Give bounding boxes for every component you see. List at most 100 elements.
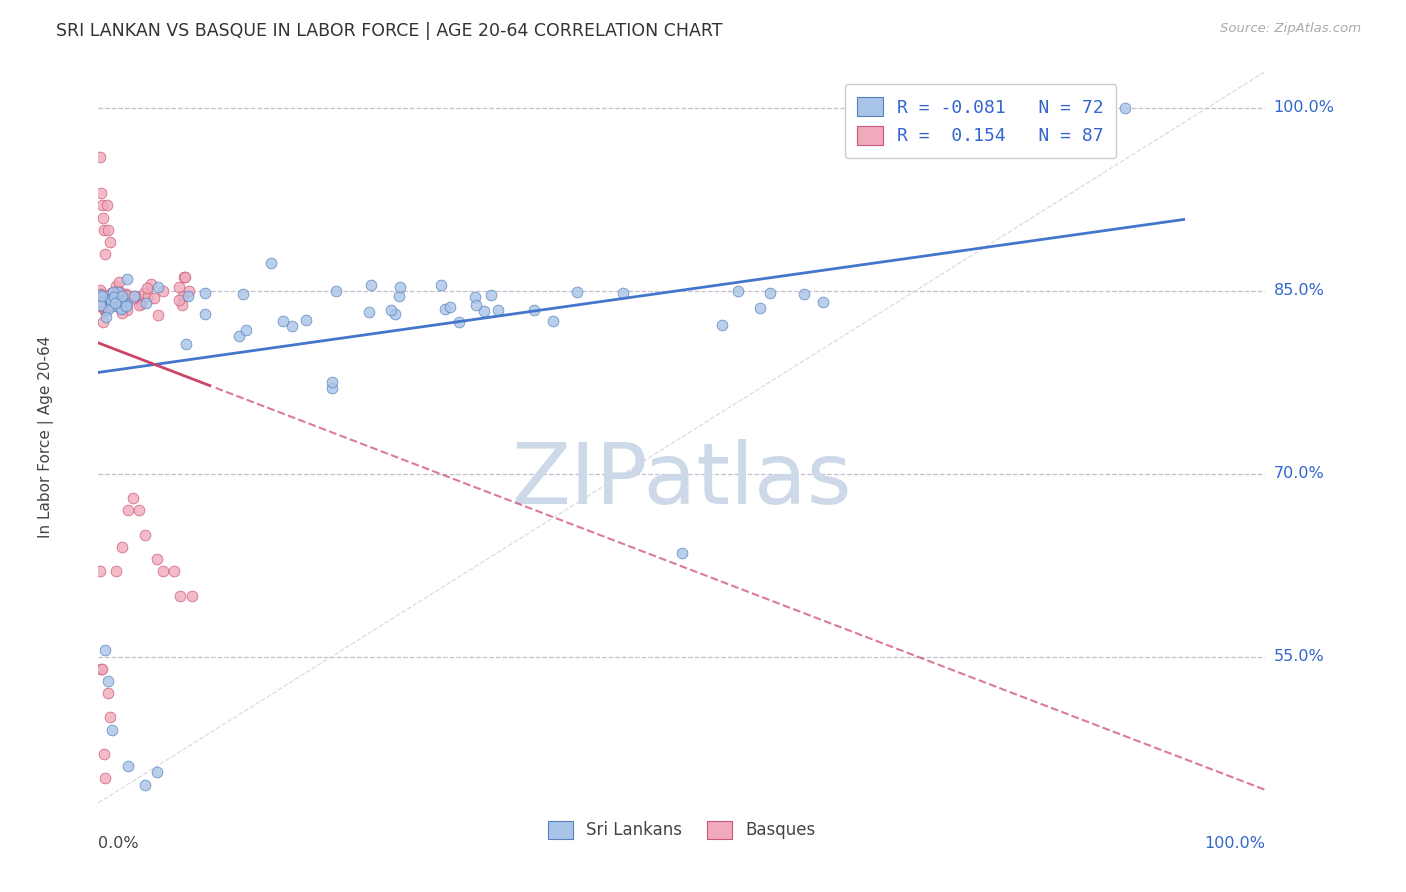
Point	[439, 301, 461, 315]
Point	[111, 289, 134, 303]
Point	[91, 289, 114, 303]
Point	[759, 286, 782, 301]
Point	[104, 564, 127, 578]
Point	[167, 293, 190, 308]
Point	[612, 285, 634, 300]
Point	[464, 298, 486, 312]
Point	[105, 284, 128, 298]
Point	[194, 307, 217, 321]
Text: 55.0%: 55.0%	[1274, 649, 1324, 664]
Point	[103, 299, 125, 313]
Point	[93, 293, 115, 308]
Point	[103, 293, 125, 307]
Point	[115, 288, 138, 302]
Point	[101, 723, 124, 737]
Point	[90, 198, 112, 212]
Point	[107, 285, 129, 299]
Text: SRI LANKAN VS BASQUE IN LABOR FORCE | AGE 20-64 CORRELATION CHART: SRI LANKAN VS BASQUE IN LABOR FORCE | AG…	[56, 22, 723, 40]
Point	[389, 279, 412, 293]
Point	[111, 306, 134, 320]
Point	[108, 285, 131, 299]
Point	[384, 307, 406, 321]
Point	[97, 223, 120, 237]
Point	[135, 295, 157, 310]
Point	[295, 313, 318, 327]
Point	[110, 286, 132, 301]
Point	[169, 280, 191, 294]
Point	[96, 298, 118, 312]
Point	[194, 286, 217, 301]
Point	[105, 279, 128, 293]
Point	[101, 298, 124, 312]
Point	[472, 304, 495, 318]
Point	[100, 285, 122, 300]
Point	[479, 288, 502, 302]
Point	[134, 527, 156, 541]
Point	[100, 293, 122, 307]
Point	[228, 329, 250, 343]
Point	[94, 295, 117, 310]
Point	[142, 291, 165, 305]
Point	[103, 290, 125, 304]
Point	[93, 293, 115, 308]
Point	[90, 662, 112, 676]
Point	[97, 301, 120, 316]
Point	[94, 310, 117, 325]
Point	[105, 296, 128, 310]
Point	[91, 315, 114, 329]
Point	[380, 302, 402, 317]
Point	[122, 289, 145, 303]
Point	[90, 295, 112, 310]
Point	[749, 301, 772, 315]
Point	[98, 293, 121, 307]
Point	[146, 552, 169, 566]
Point	[464, 290, 486, 304]
Point	[811, 294, 834, 309]
Point	[280, 318, 302, 333]
Point	[94, 303, 117, 318]
Point	[172, 289, 194, 303]
Point	[260, 256, 283, 270]
Point	[93, 223, 115, 237]
Point	[108, 300, 131, 314]
Point	[110, 293, 132, 308]
Point	[146, 279, 169, 293]
Point	[97, 686, 120, 700]
Point	[114, 295, 136, 310]
Point	[357, 305, 380, 319]
Point	[111, 299, 134, 313]
Point	[122, 491, 145, 505]
Point	[107, 296, 129, 310]
Point	[163, 564, 186, 578]
Point	[565, 285, 588, 299]
Point	[90, 294, 112, 309]
Point	[90, 186, 112, 201]
Point	[177, 285, 200, 299]
Point	[117, 503, 139, 517]
Point	[152, 564, 174, 578]
Point	[104, 291, 127, 305]
Text: In Labor Force | Age 20-64: In Labor Force | Age 20-64	[38, 336, 53, 538]
Point	[128, 503, 150, 517]
Point	[523, 303, 546, 318]
Text: ZIPatlas: ZIPatlas	[512, 440, 852, 523]
Point	[146, 765, 169, 780]
Point	[105, 293, 128, 307]
Point	[94, 772, 117, 786]
Point	[174, 336, 197, 351]
Point	[93, 747, 115, 761]
Point	[104, 296, 127, 310]
Point	[388, 289, 411, 303]
Point	[112, 293, 135, 308]
Point	[90, 299, 112, 313]
Point	[115, 290, 138, 304]
Point	[1114, 101, 1136, 115]
Point	[108, 291, 131, 305]
Point	[117, 759, 139, 773]
Point	[232, 287, 254, 301]
Point	[97, 673, 120, 688]
Point	[89, 287, 111, 301]
Point	[103, 285, 125, 299]
Point	[430, 277, 453, 292]
Text: 0.0%: 0.0%	[98, 836, 139, 851]
